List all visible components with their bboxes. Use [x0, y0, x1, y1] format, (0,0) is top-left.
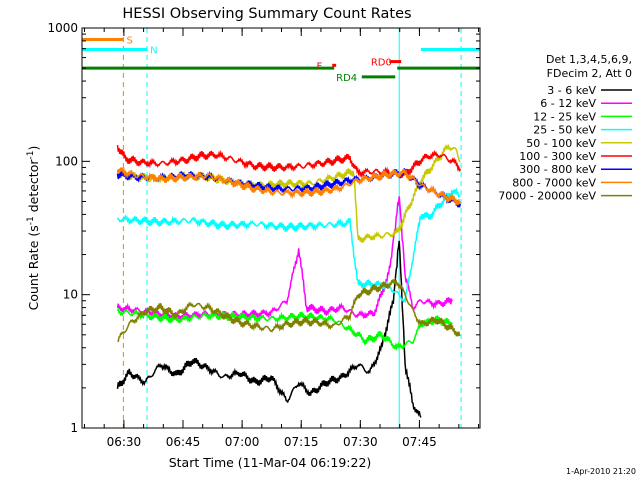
y-axis-ticks: 1 10 100 1000	[47, 21, 480, 435]
legend-label-4: 25 - 50 keV	[533, 124, 596, 137]
x-axis-label: Start Time (11-Mar-04 06:19:22)	[169, 455, 372, 470]
legend-label-5: 50 - 100 keV	[526, 137, 596, 150]
chart-title: HESSI Observing Summary Count Rates	[122, 6, 411, 22]
legend-label-3: 12 - 25 keV	[533, 110, 596, 123]
footer-timestamp: 1-Apr-2010 21:20	[566, 467, 636, 476]
x-tick-label-6: 07:45	[402, 435, 437, 449]
series-line-3	[116, 307, 453, 351]
x-tick-label-2: 06:45	[166, 435, 201, 449]
series-line-9	[117, 277, 461, 343]
flag-label-n: N	[150, 45, 157, 56]
series-group	[116, 143, 462, 418]
legend-title-line-1: Det 1,3,4,5,6,9,	[546, 53, 632, 66]
y-tick-label-1: 1	[70, 421, 78, 435]
y-tick-label-3: 100	[55, 154, 78, 168]
series-line-4	[116, 187, 461, 304]
plot-area: S N F RD0 RD4	[81, 27, 481, 429]
y-axis-label: Count Rate (s-1 detector-1)	[26, 146, 41, 311]
legend-label-2: 6 - 12 keV	[540, 97, 596, 110]
y-label-end: )	[26, 146, 41, 151]
x-tick-label-5: 07:30	[343, 435, 378, 449]
legend-label-8: 800 - 7000 keV	[512, 176, 596, 189]
flag-label-rd4: RD4	[336, 73, 357, 84]
x-tick-label-1: 06:30	[107, 435, 142, 449]
series-line-8	[116, 166, 462, 206]
legend-label-6: 100 - 300 keV	[519, 150, 596, 163]
plot-frame	[81, 27, 481, 429]
x-axis-ticks: 06:30 06:45 07:00 07:15 07:30 07:45	[83, 28, 480, 449]
flag-label-s: S	[127, 35, 133, 46]
y-label-mid: detector	[26, 159, 41, 217]
legend-title-line-2: FDecim 2, Att 0	[547, 67, 632, 80]
y-label-sup1: -1	[26, 216, 36, 225]
flag-label-f: F	[316, 61, 322, 72]
legend: Det 1,3,4,5,6,9, FDecim 2, Att 0 3 - 6 k…	[498, 53, 632, 203]
legend-label-1: 3 - 6 keV	[547, 84, 596, 97]
y-tick-label-4: 1000	[47, 21, 78, 35]
x-tick-label-4: 07:15	[284, 435, 319, 449]
y-tick-label-2: 10	[63, 288, 78, 302]
legend-label-7: 300 - 800 keV	[519, 163, 596, 176]
y-label-main: Count Rate (s	[26, 225, 41, 310]
series-line-1	[116, 240, 422, 418]
x-tick-label-3: 07:00	[225, 435, 260, 449]
legend-label-9: 7000 - 20000 keV	[498, 190, 596, 203]
y-label-sup2: -1	[26, 151, 36, 160]
flag-label-rd0: RD0	[371, 58, 392, 69]
